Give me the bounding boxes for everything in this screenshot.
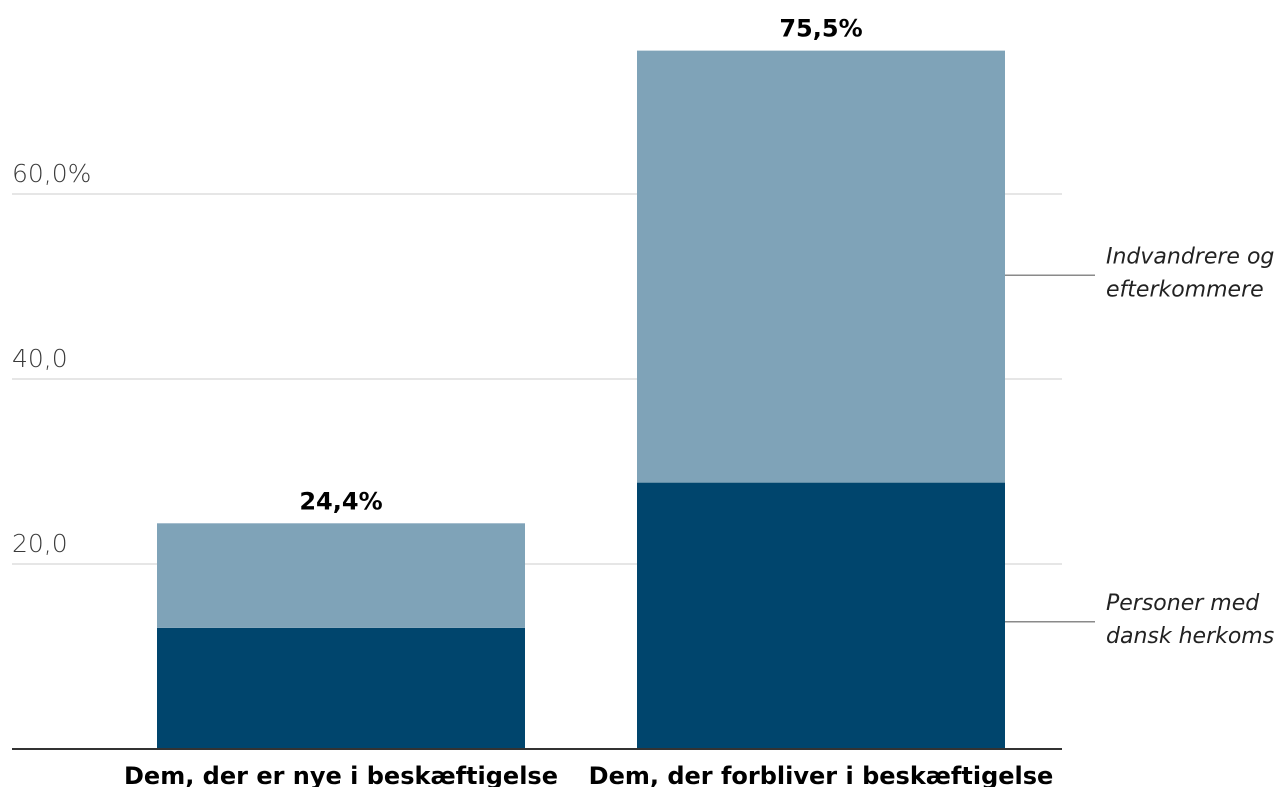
category-label: Dem, der er nye i beskæftigelse [124,762,558,787]
y-axis-tick-labels: 20,0 40,0 60,0% [12,159,91,558]
direct-legend: Personer med dansk herkomst Indvandrere og… [1005,244,1275,649]
y-tick-label: 20,0 [12,529,68,558]
bars [157,50,1005,749]
legend-label-line: dansk herkomst [1106,624,1275,649]
bar-segment-danish-origin [157,627,525,749]
legend-label: Personer med dansk herkomst [1106,591,1275,649]
y-tick-label: 40,0 [12,344,68,373]
bar-segment-immigrants-descendants [637,50,1005,483]
category-labels: Dem, der er nye i beskæftigelse Dem, der … [124,762,1053,787]
legend-label-line: Indvandrere og [1106,244,1274,269]
legend-label: Indvandrere og efterkommere [1106,244,1274,302]
bar-segment-danish-origin [637,482,1005,749]
y-tick-label: 60,0% [12,159,91,188]
bar-total-labels: 24,4% 75,5% [299,15,862,516]
bar-total-label: 24,4% [299,487,382,515]
bar-total-label: 75,5% [779,15,862,43]
bar-segment-immigrants-descendants [157,523,525,628]
category-label: Dem, der forbliver i beskæftigelse [589,762,1054,787]
legend-label-line: Personer med [1106,591,1260,616]
legend-label-line: efterkommere [1106,277,1264,302]
